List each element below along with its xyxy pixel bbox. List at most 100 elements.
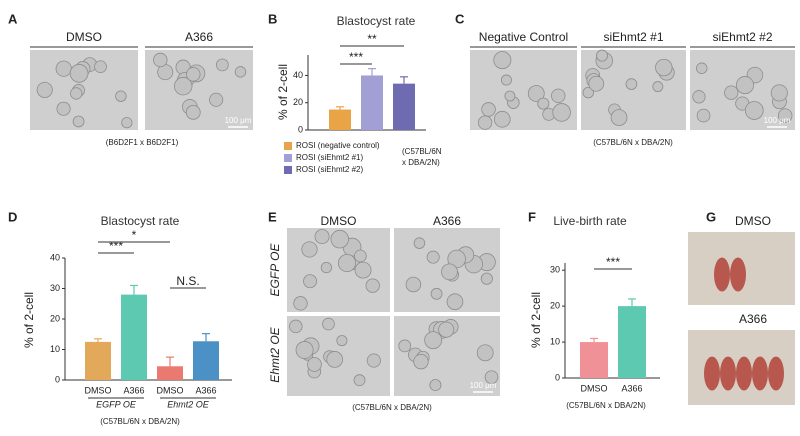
y-tick-label: 10 — [50, 344, 60, 354]
x-tick-label: A366 — [195, 385, 216, 395]
embryo — [322, 317, 335, 331]
embryo — [588, 75, 605, 92]
embryo — [314, 229, 330, 245]
scale-bar-label: 100 μm — [764, 116, 791, 125]
embryo — [696, 62, 708, 74]
y-tick-label: 40 — [50, 252, 60, 262]
image-label: siEhmt2 #1 — [603, 30, 663, 44]
embryo — [724, 85, 739, 100]
scale-bar-label: 100 μm — [470, 381, 497, 390]
y-tick-label: 30 — [50, 283, 60, 293]
legend-label: ROSI (negative control) — [296, 141, 380, 150]
y-tick-label: 20 — [550, 301, 560, 311]
embryo — [770, 84, 788, 102]
embryo — [234, 66, 247, 78]
note: x DBA/2N) — [402, 158, 440, 167]
legend-swatch — [284, 154, 292, 162]
image-label: A366 — [739, 312, 767, 326]
y-tick-label: 40 — [293, 70, 303, 80]
significance-label: *** — [349, 50, 363, 64]
embryo — [413, 237, 426, 249]
bar — [580, 342, 608, 378]
legend-label: ROSI (siEhmt2 #2) — [296, 165, 363, 174]
embryo — [353, 374, 366, 387]
image-label: Negative Control — [479, 30, 568, 44]
legend-label: ROSI (siEhmt2 #1) — [296, 153, 363, 162]
embryo — [307, 357, 322, 372]
significance-label: *** — [109, 239, 123, 253]
row-label: EGFP OE — [268, 243, 282, 297]
embryo — [625, 78, 638, 90]
embryo — [504, 90, 516, 102]
panel-label: A — [8, 11, 18, 26]
embryo — [610, 109, 628, 126]
x-tick-label: DMSO — [581, 383, 608, 393]
note: (C57BL/6N — [402, 147, 442, 156]
pup — [768, 356, 784, 391]
embryo — [326, 351, 344, 368]
group-label: EGFP OE — [96, 399, 137, 409]
embryo — [735, 76, 754, 95]
embryo — [426, 250, 440, 264]
embryo — [216, 58, 229, 72]
embryo — [121, 117, 133, 129]
embryo — [552, 103, 571, 122]
embryo — [70, 87, 83, 100]
embryo — [94, 60, 107, 74]
bar — [193, 341, 219, 380]
embryo — [537, 97, 550, 110]
chart-title: Live-birth rate — [553, 214, 627, 228]
y-axis-label: % of 2-cell — [276, 64, 290, 120]
caption: (C57BL/6N x DBA/2N) — [566, 401, 646, 410]
row-label: Ehmt2 OE — [268, 326, 282, 382]
x-tick-label: A366 — [123, 385, 144, 395]
embryo — [652, 81, 664, 93]
embryo — [429, 379, 442, 392]
image-label: DMSO — [66, 30, 102, 44]
significance-label: N.S. — [176, 274, 199, 288]
embryo — [777, 108, 793, 123]
embryo — [295, 341, 314, 360]
column-label: DMSO — [321, 214, 357, 228]
embryo — [405, 276, 422, 293]
y-tick-label: 0 — [555, 372, 560, 382]
embryo — [696, 108, 711, 123]
embryo — [481, 102, 496, 117]
embryo — [398, 339, 412, 353]
embryo — [493, 51, 512, 70]
legend-swatch — [284, 166, 292, 174]
embryo — [115, 90, 127, 102]
caption: (C57BL/6N x DBA/2N) — [593, 138, 673, 147]
embryo — [303, 274, 318, 289]
image-label: DMSO — [735, 214, 771, 228]
embryo — [293, 296, 308, 311]
bar — [329, 109, 351, 130]
embryo — [484, 370, 499, 384]
pup — [704, 356, 720, 391]
embryo — [56, 101, 71, 116]
image-label: siEhmt2 #2 — [712, 30, 772, 44]
panel-label: D — [8, 209, 17, 224]
embryo — [185, 104, 201, 120]
panel-label: G — [706, 209, 716, 224]
panel-label: B — [268, 11, 277, 26]
embryo — [493, 110, 511, 128]
embryo — [354, 261, 372, 279]
embryo — [500, 74, 512, 86]
y-axis-label: % of 2-cell — [529, 292, 543, 348]
bar — [618, 306, 646, 378]
caption: (C57BL/6N x DBA/2N) — [352, 403, 432, 412]
significance-label: ** — [367, 32, 377, 46]
x-tick-label: A366 — [621, 383, 642, 393]
embryo — [446, 293, 464, 310]
embryo — [582, 86, 595, 99]
embryo — [336, 335, 348, 347]
embryo — [354, 249, 367, 263]
embryo — [320, 261, 332, 274]
embryo — [69, 64, 89, 83]
embryo — [301, 241, 318, 258]
scale-bar-label: 100 μm — [225, 116, 252, 125]
panel-label: F — [528, 209, 536, 224]
bar — [157, 366, 183, 380]
x-tick-label: DMSO — [157, 385, 184, 395]
